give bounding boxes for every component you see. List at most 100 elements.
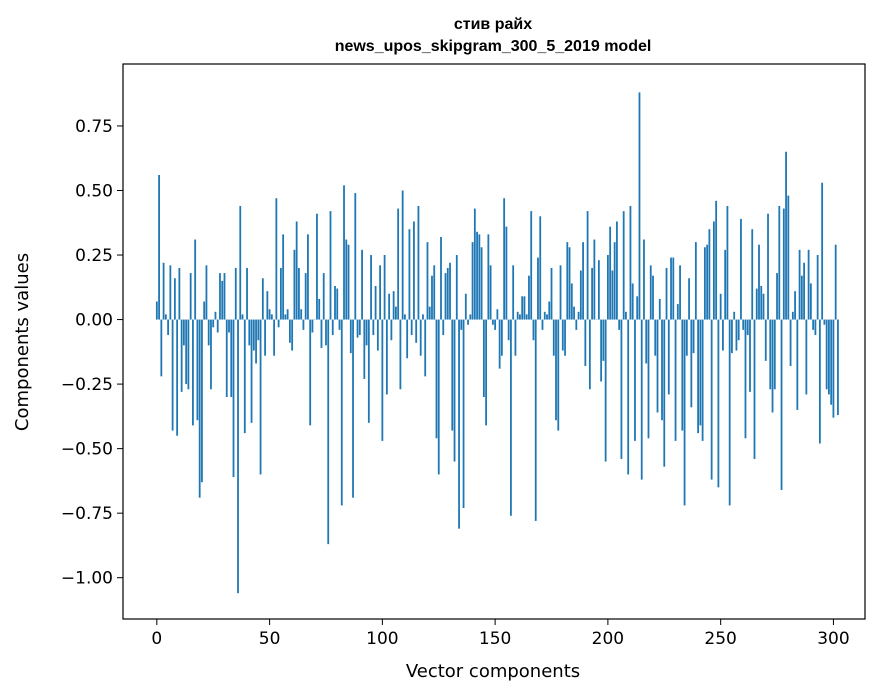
bar (203, 301, 206, 320)
bar (381, 319, 384, 441)
bar (523, 296, 526, 320)
bar (390, 319, 393, 341)
bar (618, 319, 621, 330)
bar (645, 319, 648, 364)
bar (388, 293, 391, 320)
bar (510, 319, 512, 516)
bar (288, 319, 291, 343)
bar (234, 267, 237, 320)
bar (654, 319, 657, 356)
bar (503, 198, 506, 320)
bar (681, 319, 684, 431)
bar (629, 205, 632, 320)
bar (406, 319, 409, 359)
bar (356, 319, 359, 338)
bar (241, 314, 244, 320)
bar (507, 319, 510, 341)
y-tick-label: −0.25 (61, 375, 113, 395)
bar (248, 319, 251, 346)
bar (176, 319, 179, 436)
bar (349, 319, 352, 354)
bar (613, 242, 616, 320)
x-tick-label: 150 (479, 629, 511, 649)
bar (787, 195, 790, 320)
bar (358, 319, 361, 336)
bar (708, 229, 711, 320)
bar (505, 226, 508, 320)
bar (480, 247, 483, 320)
bar (611, 270, 614, 320)
bar (724, 249, 727, 320)
bar (586, 211, 589, 320)
bar (796, 319, 799, 410)
bar (706, 244, 709, 320)
bar (372, 319, 375, 336)
bar (261, 278, 264, 320)
bar (582, 242, 584, 320)
bar (837, 319, 839, 416)
bar (620, 319, 623, 459)
bar (279, 267, 282, 320)
bar (719, 293, 722, 320)
bar (828, 319, 830, 395)
bar (514, 319, 517, 356)
bar (722, 319, 724, 351)
bar (311, 319, 314, 333)
bar (435, 319, 438, 439)
bar (410, 319, 413, 336)
bar (394, 306, 397, 320)
bar (728, 319, 731, 506)
bar (679, 265, 681, 320)
bar (740, 218, 742, 320)
bar (365, 319, 368, 346)
bar (751, 229, 754, 320)
bar (446, 267, 449, 320)
bar (189, 273, 192, 320)
x-tick-label: 250 (704, 629, 736, 649)
bar (568, 247, 571, 320)
bar (307, 234, 309, 320)
bar (821, 182, 824, 320)
bar (559, 265, 562, 320)
bar (512, 265, 515, 320)
bar (171, 319, 174, 431)
bar (634, 319, 636, 441)
bar (453, 319, 456, 462)
bar (173, 278, 176, 320)
bar (552, 319, 555, 356)
bar (275, 198, 278, 320)
bar (593, 239, 596, 320)
bar (282, 234, 285, 320)
bar (334, 286, 336, 320)
bar (825, 319, 828, 390)
bar (749, 319, 751, 392)
bar (485, 319, 487, 426)
bar (776, 273, 778, 320)
bar (530, 211, 533, 320)
y-tick-label: 0.50 (75, 181, 113, 201)
bar (259, 319, 262, 475)
x-axis-label: Vector components (406, 661, 580, 682)
bar (652, 275, 654, 320)
bar (764, 319, 767, 361)
bar (264, 319, 266, 356)
bar (444, 273, 447, 320)
bar (663, 319, 666, 467)
bar (214, 311, 217, 320)
bar (440, 236, 442, 320)
x-tick-label: 50 (259, 629, 281, 649)
bar (794, 291, 796, 320)
bar (428, 306, 431, 320)
bar (478, 234, 481, 320)
bar (397, 208, 400, 320)
bar (185, 319, 188, 385)
bar (270, 314, 273, 320)
chart-title: стив райх (454, 16, 532, 33)
bar (347, 244, 350, 320)
bar (755, 288, 758, 320)
bar (219, 273, 221, 320)
y-tick-label: −0.75 (61, 504, 113, 524)
bar (225, 319, 228, 397)
bar (336, 288, 339, 320)
